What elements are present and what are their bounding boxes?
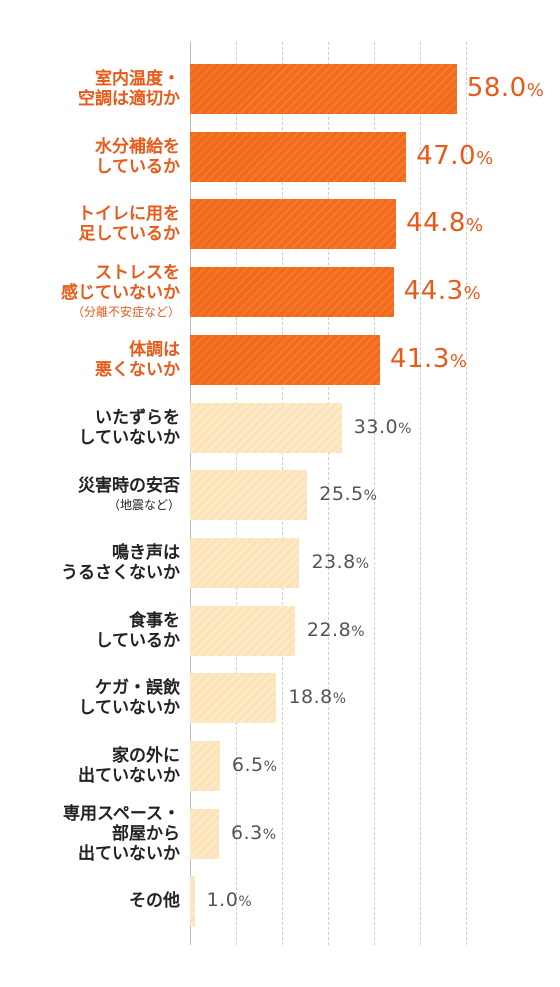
category-label-line: 専用スペース・ (63, 803, 180, 824)
category-label: ストレスを 感じていないか （分離不安症など） (61, 263, 180, 321)
data-label-value: 23.8 (311, 550, 356, 573)
bar (190, 537, 300, 588)
data-label-value: 18.8 (288, 686, 333, 709)
bar (190, 199, 397, 250)
category-label-line: トイレに用を (78, 204, 180, 225)
category-label-line: 空調は適切か (78, 89, 180, 109)
category-label-note: （地震など） (107, 498, 180, 513)
data-label-unit: % (465, 215, 484, 237)
category-label: 鳴き声は うるさくないか (61, 543, 180, 583)
category-label: 水分補給を しているか (95, 137, 180, 177)
category-label-line: 足しているか (78, 224, 181, 245)
data-label-unit: % (238, 894, 252, 911)
category-label: ケガ・誤飲 していないか (79, 678, 181, 718)
category-label: 災害時の安否 （地震など） (78, 476, 180, 514)
data-label: 1.0% (207, 889, 252, 911)
data-label: 23.8% (311, 551, 369, 573)
bar (190, 402, 342, 453)
category-label-line: うるさくないか (61, 562, 180, 583)
data-label-value: 25.5 (319, 483, 364, 506)
data-label-unit: % (398, 420, 412, 437)
category-label-line: 食事を (129, 610, 180, 631)
category-label-line: 家の外に (112, 746, 180, 766)
data-label: 44.8% (406, 208, 483, 238)
data-label-unit: % (449, 350, 467, 372)
data-label: 22.8% (307, 619, 365, 641)
category-label: 専用スペース・ 部屋から 出ていないか (63, 804, 180, 864)
data-label: 18.8% (288, 686, 346, 708)
category-label-line: 鳴き声は (112, 542, 180, 563)
data-label-unit: % (526, 80, 544, 101)
data-label-unit: % (351, 623, 365, 640)
data-label: 25.5% (319, 483, 377, 505)
category-label-line: していないか (78, 427, 181, 448)
data-label-value: 6.5 (231, 754, 264, 776)
category-label-line: ケガ・誤飲 (95, 678, 180, 699)
gridline (328, 42, 329, 945)
data-label-value: 41.3 (389, 343, 450, 374)
bar (190, 605, 295, 656)
data-label-unit: % (332, 691, 347, 708)
data-label-value: 33.0 (353, 415, 399, 438)
bar (190, 267, 394, 318)
category-label: 家の外に 出ていないか (78, 746, 180, 786)
data-label-value: 44.3 (403, 276, 464, 307)
data-label: 6.5% (232, 754, 277, 776)
data-label: 6.3% (231, 822, 276, 844)
category-label-line: しているか (95, 630, 181, 651)
data-label-unit: % (476, 147, 494, 169)
category-label-line: その他 (129, 891, 180, 912)
category-label-line: いたずらを (95, 407, 180, 428)
bar (190, 470, 308, 521)
data-label-unit: % (355, 555, 370, 572)
data-label-value: 6.3 (230, 821, 263, 844)
category-label-line: しているか (95, 156, 181, 177)
data-label-unit: % (262, 826, 276, 843)
category-label: トイレに用を 足しているか (78, 204, 180, 244)
gridline (466, 42, 467, 945)
category-label-line: 感じていないか (61, 283, 180, 304)
data-label: 44.3% (404, 276, 481, 306)
data-label-unit: % (363, 488, 377, 505)
category-label-line: 出ていないか (78, 843, 180, 864)
category-label-line: 体調は (129, 339, 180, 360)
category-label: その他 (129, 891, 180, 911)
bar (190, 741, 220, 791)
category-label-line: していないか (78, 698, 181, 719)
category-label-line: 災害時の安否 (78, 476, 180, 497)
data-label: 58.0% (467, 73, 544, 103)
category-label-line: ストレスを (95, 263, 180, 284)
category-label-note: （分離不安症など） (71, 305, 180, 320)
gridline (420, 42, 421, 945)
category-label: 食事を しているか (96, 611, 181, 651)
bar (190, 673, 277, 724)
data-label-value: 44.8 (406, 208, 466, 239)
bar (190, 808, 219, 859)
data-label-unit: % (263, 759, 277, 775)
data-label-value: 47.0 (416, 140, 477, 171)
category-label-line: 部屋から (112, 823, 180, 844)
data-label: 33.0% (354, 416, 412, 438)
category-label-line: 出ていないか (78, 766, 180, 786)
data-label: 41.3% (390, 344, 467, 374)
category-label: いたずらを していないか (79, 408, 181, 448)
data-label-unit: % (463, 283, 481, 305)
category-label-line: 室内温度・ (95, 69, 180, 89)
bar (190, 64, 457, 114)
data-label-value: 1.0 (206, 889, 239, 912)
data-label-value: 22.8 (306, 618, 352, 641)
bar (190, 334, 380, 385)
category-label: 体調は 悪くないか (95, 340, 180, 380)
category-label-line: 水分補給を (95, 136, 180, 157)
gridline (374, 42, 375, 945)
category-label: 室内温度・ 空調は適切か (78, 69, 180, 109)
data-label: 47.0% (416, 141, 493, 171)
category-label-line: 悪くないか (95, 359, 180, 380)
data-label-value: 58.0 (466, 73, 527, 103)
bar (190, 131, 407, 182)
bar (190, 876, 195, 927)
